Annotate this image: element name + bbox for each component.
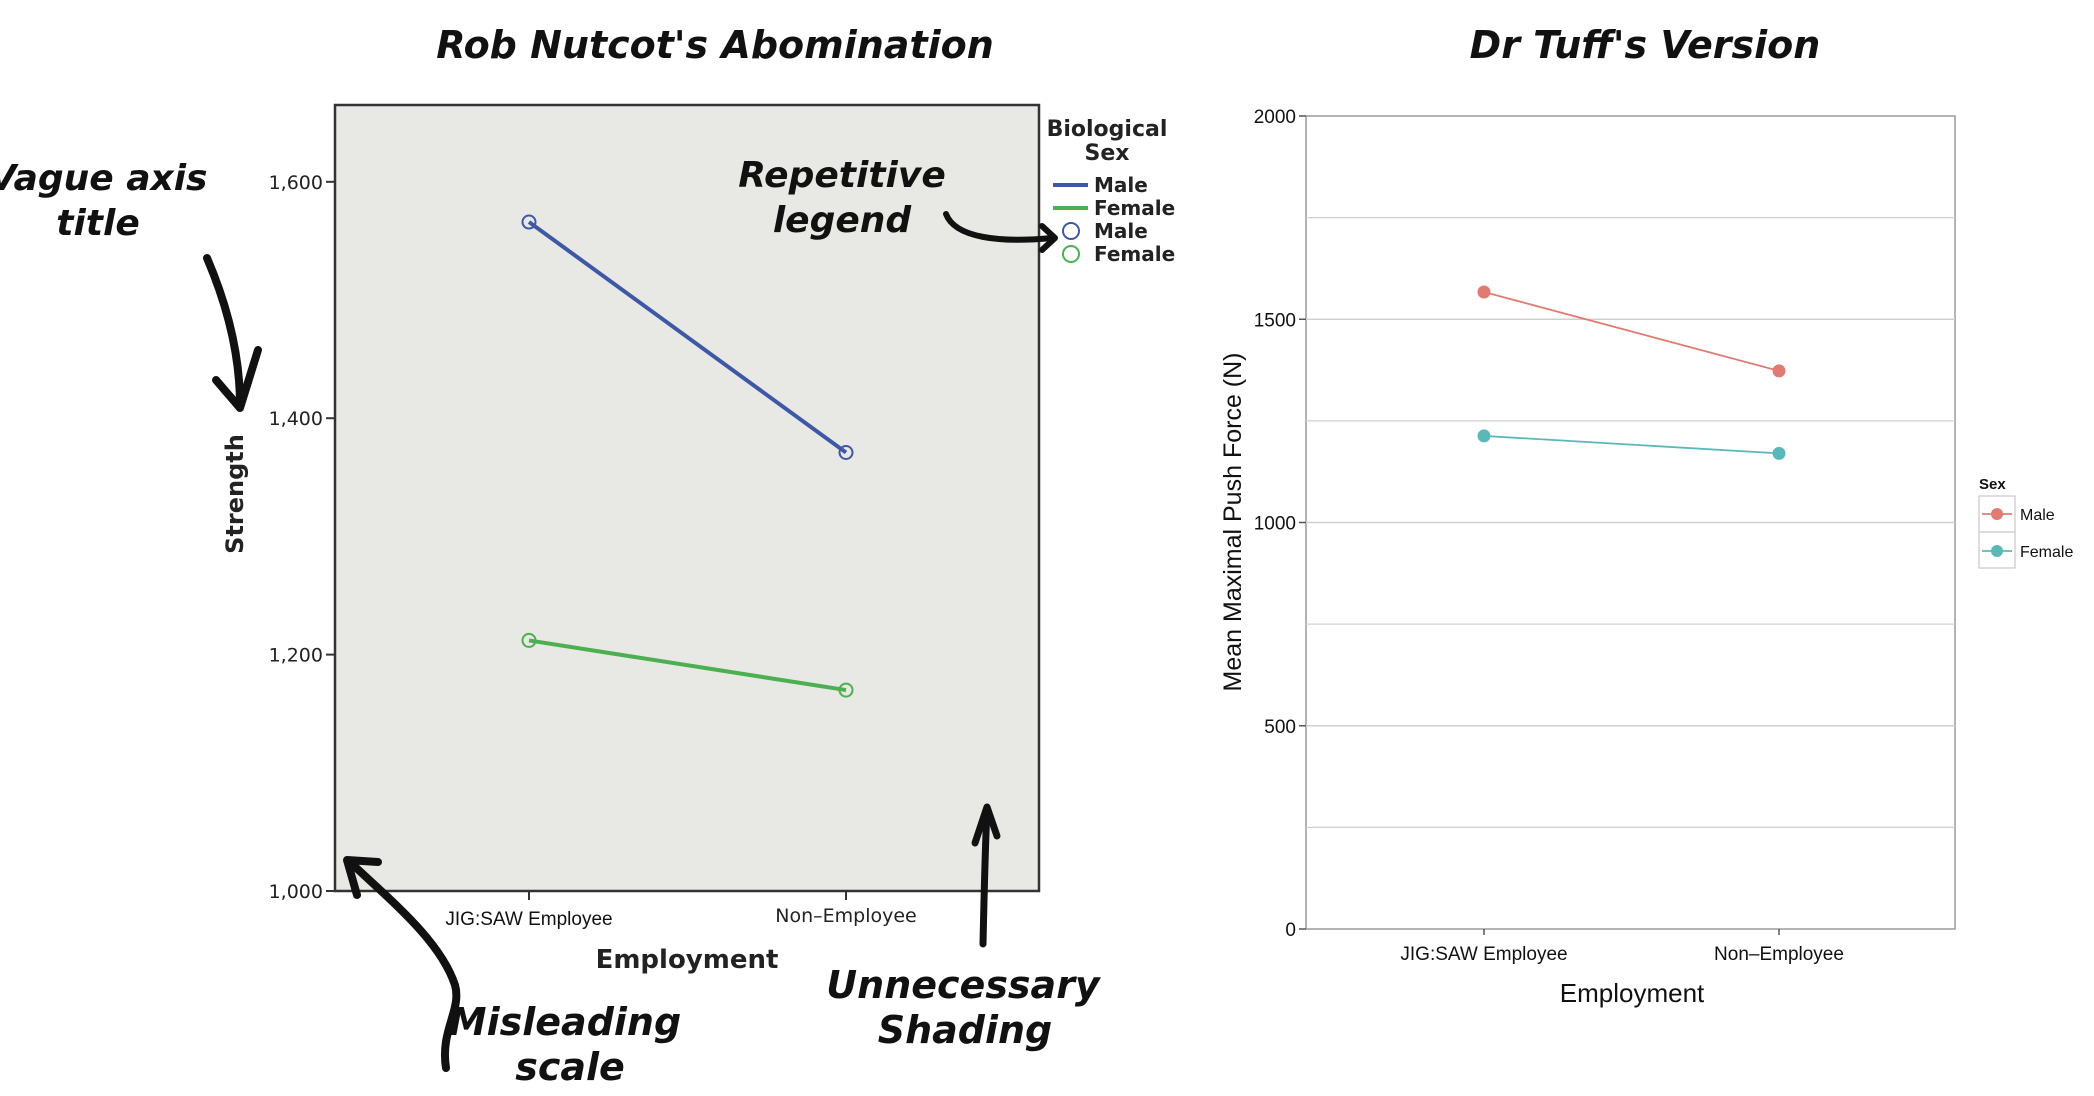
- right-y-axis: 0 500 1000 1500 2000: [1254, 107, 1306, 941]
- right-legend-marker-key: [1991, 508, 2003, 520]
- arrow-icon-repetitive-legend: [943, 211, 1058, 253]
- annotation-vague-axis-line1: Vague axis: [0, 158, 208, 199]
- right-x-tick-label: Non–Employee: [1714, 944, 1844, 965]
- left-x-tick-label: JIG:SAW Employee: [445, 909, 612, 930]
- annotation-unnecessary-shading-line2: Shading: [878, 1008, 1053, 1052]
- arrow-icon-vague-axis: [203, 254, 262, 412]
- left-legend-label: Female: [1094, 242, 1175, 266]
- right-point-female: [1772, 446, 1786, 460]
- left-x-axis: JIG:SAW Employee Non–Employee: [445, 891, 917, 930]
- left-chart: 1,000 1,200 1,400 1,600 JIG:SAW Employee Non…: [221, 103, 1176, 975]
- left-legend-label: Female: [1094, 196, 1175, 220]
- left-line-male: [527, 220, 848, 455]
- right-y-tick-label: 1500: [1254, 310, 1296, 331]
- left-point-male: [838, 444, 854, 460]
- left-line-female: [528, 638, 847, 693]
- right-point-female: [1477, 429, 1491, 443]
- left-legend-label: Male: [1094, 173, 1148, 197]
- left-y-tick-label: 1,200: [269, 645, 323, 667]
- left-legend-title-line2: Sex: [1085, 141, 1130, 166]
- left-y-tick-label: 1,600: [269, 172, 323, 194]
- right-x-axis: JIG:SAW Employee Non–Employee: [1400, 929, 1844, 965]
- right-line-female: [1483, 435, 1780, 455]
- right-legend-label: Female: [2020, 544, 2073, 561]
- annotation-repetitive-legend-line1: Repetitive: [738, 155, 946, 196]
- right-chart-title: Dr Tuff's Version: [1470, 23, 1821, 67]
- right-line-male: [1483, 291, 1780, 372]
- annotation-repetitive-legend-line2: legend: [773, 200, 913, 241]
- annotation-misleading-scale-line2: scale: [515, 1045, 625, 1089]
- left-series: [521, 214, 854, 698]
- left-y-axis-title: Strength: [221, 434, 249, 554]
- right-y-tick-label: 500: [1264, 717, 1296, 738]
- left-x-axis-title: Employment: [596, 945, 779, 975]
- right-point-male: [1772, 364, 1786, 378]
- right-x-axis-title: Employment: [1560, 978, 1705, 1008]
- right-series: [1477, 285, 1786, 460]
- left-point-female: [521, 632, 537, 648]
- annotation-vague-axis-line2: title: [56, 203, 140, 244]
- left-plot-area: [333, 103, 1041, 893]
- right-legend-title: Sex: [1979, 476, 2006, 493]
- arrow-icon-misleading-scale: [343, 856, 461, 1072]
- left-chart-title: Rob Nutcot's Abomination: [436, 23, 994, 67]
- arrow-icon-unnecessary-shading: [971, 803, 1001, 948]
- left-y-axis: 1,000 1,200 1,400 1,600: [269, 172, 335, 903]
- right-chart: 0 500 1000 1500 2000 JIG:SAW Employee Non–Emp…: [1219, 107, 2073, 1008]
- left-legend-marker-key: [1062, 245, 1080, 263]
- right-gridlines: [1306, 217, 1955, 828]
- right-point-male: [1477, 285, 1491, 299]
- right-y-axis-title: Mean Maximal Push Force (N): [1219, 353, 1247, 692]
- left-legend-label: Male: [1094, 219, 1148, 243]
- right-y-tick-label: 0: [1285, 920, 1296, 941]
- annotation-misleading-scale-line1: Misleading: [449, 1000, 681, 1044]
- right-x-tick-label: JIG:SAW Employee: [1400, 944, 1567, 965]
- annotations: Vague axis title Repetitive legend Misle…: [0, 155, 1102, 1089]
- right-y-tick-label: 1000: [1254, 514, 1296, 535]
- left-point-female: [838, 682, 854, 698]
- right-legend-marker-key: [1991, 545, 2003, 557]
- left-legend-title-line1: Biological: [1047, 117, 1168, 142]
- right-y-tick-label: 2000: [1254, 107, 1296, 128]
- left-point-male: [521, 214, 537, 230]
- left-legend-marker-key: [1062, 222, 1080, 240]
- right-legend: Sex Male Female: [1978, 476, 2073, 569]
- annotation-unnecessary-shading-line1: Unnecessary: [826, 963, 1102, 1007]
- right-legend-label: Male: [2020, 507, 2055, 524]
- left-y-tick-label: 1,400: [269, 408, 323, 430]
- left-x-tick-label: Non–Employee: [775, 905, 916, 927]
- left-y-tick-label: 1,000: [269, 881, 323, 903]
